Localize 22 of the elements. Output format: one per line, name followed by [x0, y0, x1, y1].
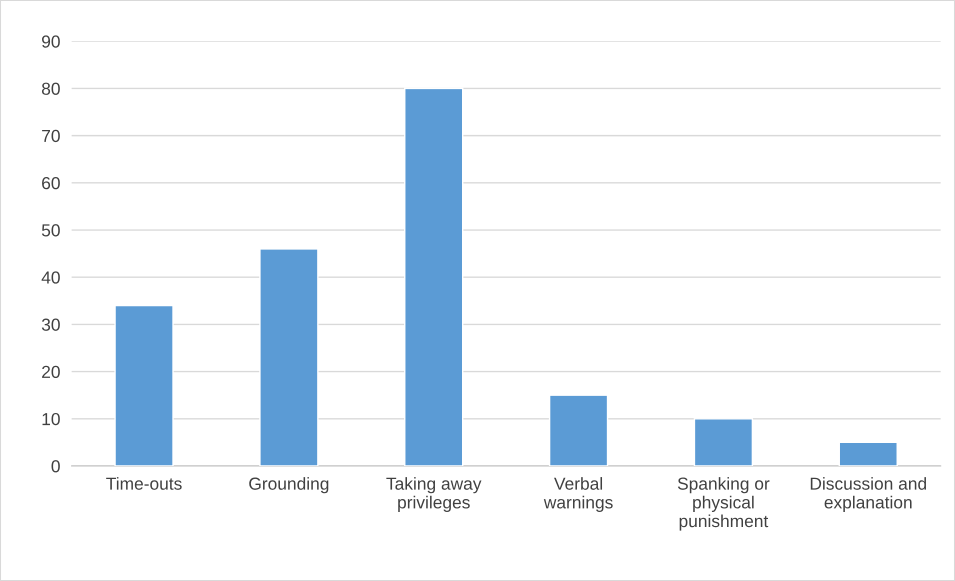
bar [548, 394, 608, 466]
y-tick-label: 50 [42, 224, 60, 236]
bar [114, 304, 174, 466]
y-tick-label: 40 [42, 271, 60, 284]
x-tick-label: Verbal warnings [544, 477, 613, 512]
x-tick-label: Discussion and explanation [810, 477, 926, 512]
y-tick-label: 30 [42, 318, 60, 331]
bar [694, 418, 754, 466]
x-tick-label: Spanking or physical punishment [678, 477, 770, 531]
bar [404, 88, 464, 466]
x-tick-label: Grounding [249, 477, 328, 494]
x-tick-label: Time-outs [106, 477, 182, 490]
y-tick-label: 80 [42, 82, 60, 95]
x-tick-label: Taking away privileges [386, 477, 482, 512]
bar [259, 248, 319, 466]
y-tick-label: 70 [42, 130, 60, 142]
y-tick-label: 0 [52, 460, 60, 472]
y-tick-label: 20 [42, 366, 60, 378]
y-tick-label: 10 [42, 412, 60, 426]
y-tick-label: 60 [42, 176, 60, 190]
y-tick-label: 90 [42, 35, 60, 48]
bar [838, 442, 898, 466]
